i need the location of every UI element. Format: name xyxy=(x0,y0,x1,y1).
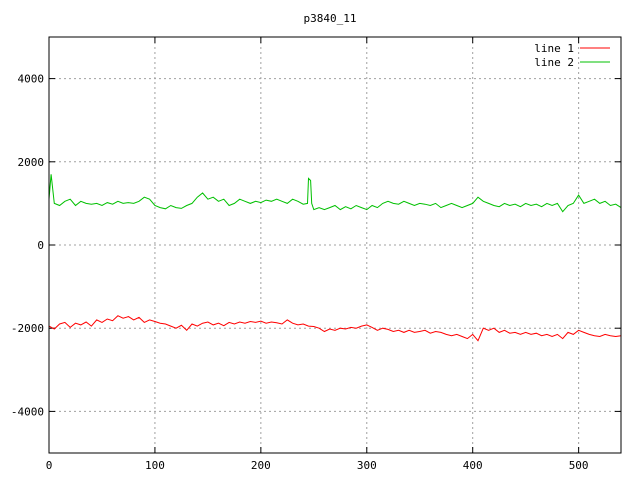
y-tick-label: -2000 xyxy=(11,322,44,335)
x-tick-label: 400 xyxy=(463,459,483,472)
series-lines xyxy=(48,174,622,342)
x-tick-label: 300 xyxy=(357,459,377,472)
y-tick-label: -4000 xyxy=(11,405,44,418)
x-tick-label: 500 xyxy=(569,459,589,472)
legend-label-line-1: line 1 xyxy=(534,42,574,55)
legend: line 1 line 2 xyxy=(534,42,610,69)
chart-title: p3840_11 xyxy=(304,12,357,25)
plot-border xyxy=(48,36,622,454)
y-tick-label: 0 xyxy=(37,239,44,252)
y-tick-label: 2000 xyxy=(18,156,45,169)
axis-ticks: 0 100 200 300 400 500 -4000 -2000 0 2000 4000 xyxy=(11,37,621,472)
series-line-2 xyxy=(48,174,622,213)
x-tick-label: 100 xyxy=(145,459,165,472)
x-tick-label: 0 xyxy=(46,459,53,472)
y-tick-label: 4000 xyxy=(18,73,45,86)
series-line-1 xyxy=(48,315,622,342)
grid xyxy=(49,37,621,453)
legend-label-line-2: line 2 xyxy=(534,56,574,69)
x-tick-label: 200 xyxy=(251,459,271,472)
